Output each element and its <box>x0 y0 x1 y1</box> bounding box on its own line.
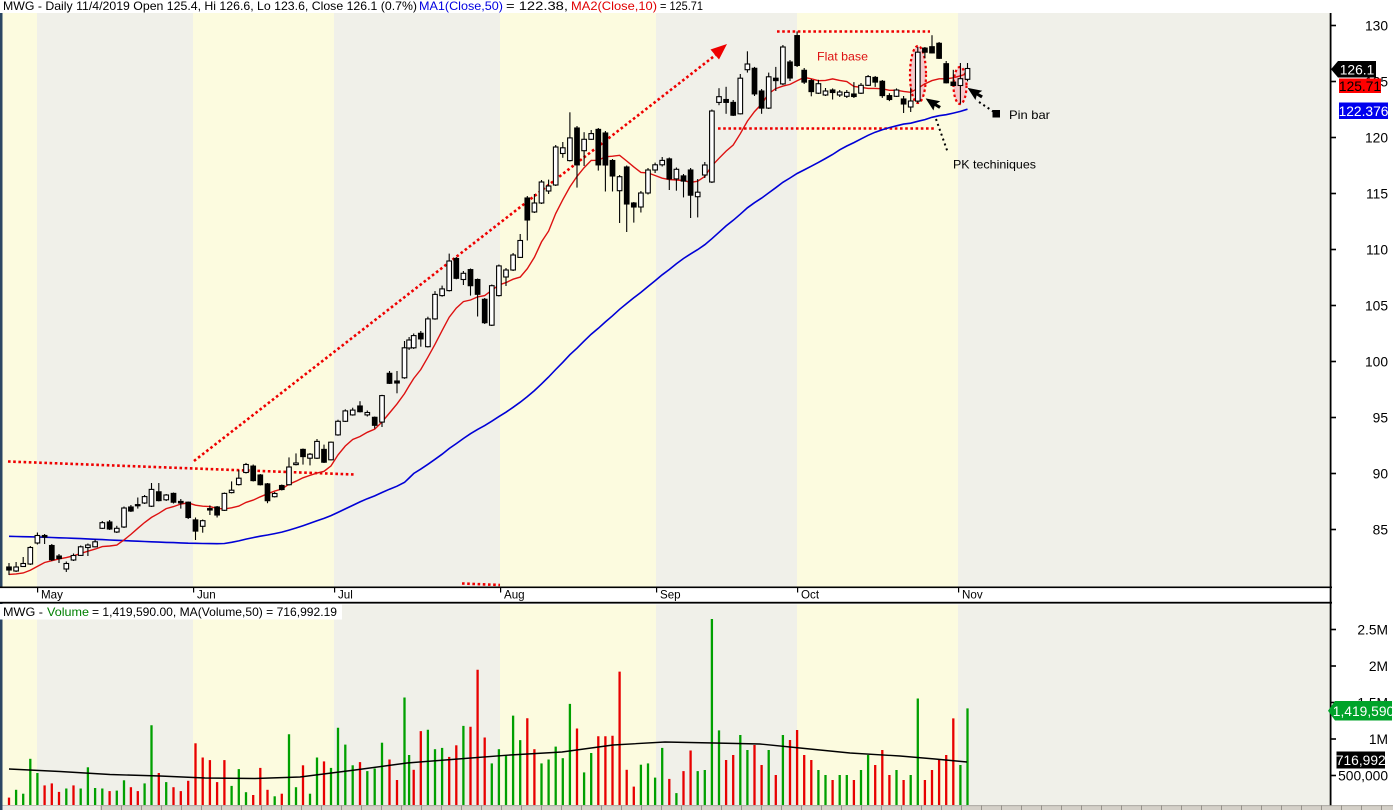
svg-text:PK techiniques: PK techiniques <box>953 158 1036 172</box>
svg-text:MWG - Daily 11/4/2019 Open 125: MWG - Daily 11/4/2019 Open 125.4, Hi 126… <box>3 0 417 13</box>
svg-text:716,992: 716,992 <box>1336 753 1386 768</box>
svg-text:95: 95 <box>1373 411 1389 426</box>
svg-text:2M: 2M <box>1369 659 1388 674</box>
svg-text:= 125.71: = 125.71 <box>660 0 703 13</box>
svg-text:125.71: 125.71 <box>1339 79 1381 94</box>
svg-text:Nov: Nov <box>962 589 983 602</box>
svg-text:500,000: 500,000 <box>1338 769 1388 784</box>
svg-text:90: 90 <box>1373 467 1389 482</box>
svg-text:1M: 1M <box>1369 732 1388 747</box>
svg-text:105: 105 <box>1365 299 1388 314</box>
svg-text:= 1,419,590.00, MA(Volume,50): = 1,419,590.00, MA(Volume,50) = 716,992.… <box>92 606 337 619</box>
svg-text:Pin bar: Pin bar <box>1009 108 1050 122</box>
svg-text:100: 100 <box>1365 355 1388 370</box>
svg-text:MA2(Close,10): MA2(Close,10) <box>571 0 657 13</box>
svg-text:115: 115 <box>1366 187 1388 202</box>
svg-text:122.376: 122.376 <box>1339 104 1389 119</box>
svg-text:= 122.38,: = 122.38, <box>506 0 568 13</box>
svg-text:Volume: Volume <box>47 606 89 619</box>
svg-text:110: 110 <box>1366 243 1388 258</box>
svg-text:1,419,590: 1,419,590 <box>1333 704 1393 719</box>
svg-text:85: 85 <box>1373 523 1389 538</box>
svg-text:Oct: Oct <box>801 589 820 602</box>
svg-text:Aug: Aug <box>504 589 525 602</box>
svg-text:120: 120 <box>1365 131 1388 146</box>
svg-text:Jun: Jun <box>197 589 216 602</box>
svg-text:Jul: Jul <box>338 589 353 602</box>
svg-text:2.5M: 2.5M <box>1357 623 1388 638</box>
svg-text:MA1(Close,50): MA1(Close,50) <box>419 0 503 13</box>
svg-text:May: May <box>41 589 63 602</box>
svg-text:130: 130 <box>1365 19 1388 34</box>
svg-text:126.1: 126.1 <box>1340 62 1375 77</box>
svg-text:Flat base: Flat base <box>817 50 868 64</box>
svg-text:MWG -: MWG - <box>3 606 43 619</box>
svg-text:Sep: Sep <box>660 589 681 602</box>
